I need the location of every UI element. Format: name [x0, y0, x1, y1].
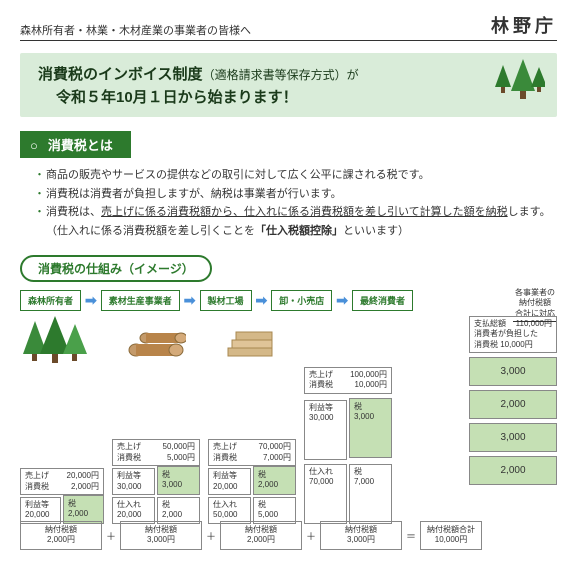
final-cell: 3,000 [469, 357, 557, 386]
arrow-icon: ➡ [85, 292, 97, 309]
section-title-text: 消費税とは [48, 138, 113, 153]
header-agency: 林野庁 [491, 12, 557, 38]
lumber-icon [220, 326, 280, 362]
main-banner: 消費税のインボイス制度（適格請求書等保存方式）が 令和５年10月１日から始まりま… [20, 53, 557, 117]
final-cell: 2,000 [469, 390, 557, 419]
plus-icon: ＋ [204, 528, 218, 543]
final-header: 支払総額110,000円 消費者が負担した 消費税 10,000円 [469, 316, 557, 353]
banner-line2: 令和５年10月１日から始まります！ [56, 86, 539, 107]
arrow-icon: ➡ [336, 292, 348, 309]
col-producer: 売上げ50,000円消費税5,000円 利益等30,000税3,000 仕入れ2… [112, 437, 200, 523]
forest-icon [20, 316, 90, 366]
stage: 森林所有者 [20, 290, 81, 311]
header: 森林所有者・林業・木材産業の事業者の皆様へ 林野庁 [20, 12, 557, 41]
equals-icon: ＝ [404, 528, 418, 543]
col-mill: 売上げ70,000円消費税7,000円 利益等20,000税2,000 仕入れ5… [208, 437, 296, 523]
bullet-item: 商品の販売やサービスの提供などの取引に対して広く公平に課される税です。 [34, 166, 557, 185]
diagram-title: 消費税の仕組み（イメージ） [20, 255, 212, 282]
paybox: 納付税額3,000円 [320, 521, 402, 550]
paybox: 納付税額2,000円 [20, 521, 102, 550]
plus-icon: ＋ [104, 528, 118, 543]
bullet-item: 消費税は、売上げに係る消費税額から、仕入れに係る消費税額を差し引いて計算した額を… [34, 203, 557, 240]
col-forest: 売上げ20,000円消費税2,000円 利益等20,000税2,000 [20, 466, 104, 524]
section-title: ○消費税とは [20, 131, 131, 158]
stage: 素材生産事業者 [101, 290, 180, 311]
bullet-list: 商品の販売やサービスの提供などの取引に対して広く公平に課される税です。 消費税は… [34, 166, 557, 241]
banner-bold: 消費税のインボイス制度 [38, 66, 203, 83]
header-audience: 森林所有者・林業・木材産業の事業者の皆様へ [20, 22, 251, 38]
arrow-icon: ➡ [184, 292, 196, 309]
banner-sub: （適格請求書等保存方式）が [203, 68, 359, 82]
logs-icon [116, 326, 186, 362]
paybox: 納付税額3,000円 [120, 521, 202, 550]
arrow-icon: ➡ [256, 292, 268, 309]
stage: 製材工場 [200, 290, 252, 311]
bullet-item: 消費税は消費者が負担しますが、納税は事業者が行います。 [34, 185, 557, 204]
final-cell: 2,000 [469, 456, 557, 485]
payment-row: 納付税額2,000円 ＋ 納付税額3,000円 ＋ 納付税額2,000円 ＋ 納… [20, 521, 482, 550]
paybox: 納付税額2,000円 [220, 521, 302, 550]
stage: 最終消費者 [352, 290, 413, 311]
stage-labels: 森林所有者➡ 素材生産事業者➡ 製材工場➡ 卸・小売店➡ 最終消費者 [20, 290, 413, 311]
stage: 卸・小売店 [271, 290, 332, 311]
v: 20,000円 [67, 471, 99, 481]
tree-icon [491, 57, 545, 101]
diagram: 森林所有者➡ 素材生産事業者➡ 製材工場➡ 卸・小売店➡ 最終消費者 各事業者の… [20, 290, 557, 550]
banner-line1: 消費税のインボイス制度（適格請求書等保存方式）が [38, 63, 539, 84]
col-consumer: 支払総額110,000円 消費者が負担した 消費税 10,000円 3,000 … [469, 316, 557, 485]
total-box: 納付税額合計10,000円 [420, 521, 482, 550]
plus-icon: ＋ [304, 528, 318, 543]
final-cell: 3,000 [469, 423, 557, 452]
